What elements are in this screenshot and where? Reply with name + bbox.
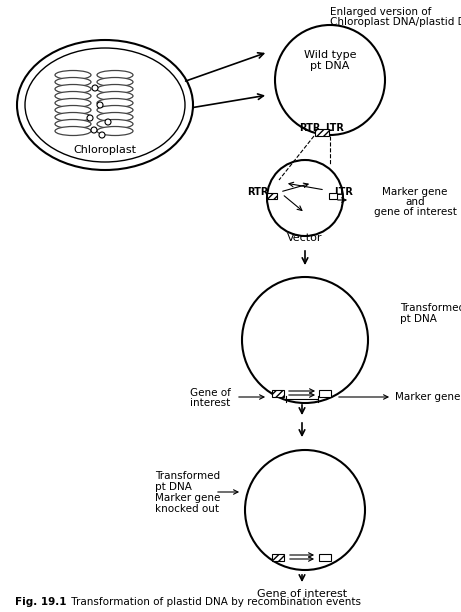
Ellipse shape — [55, 92, 91, 100]
Text: Marker gene: Marker gene — [395, 392, 461, 402]
Text: interest: interest — [190, 398, 230, 408]
Ellipse shape — [97, 105, 133, 114]
Text: Chloroplast: Chloroplast — [73, 145, 136, 155]
Ellipse shape — [55, 119, 91, 129]
Bar — [319, 553, 331, 561]
Text: LTR: LTR — [325, 123, 344, 133]
Text: Gene of interest: Gene of interest — [257, 589, 347, 599]
Text: pt DNA: pt DNA — [400, 314, 437, 324]
Bar — [319, 389, 331, 397]
Ellipse shape — [267, 160, 343, 236]
Text: Vector: Vector — [287, 233, 323, 243]
Text: and: and — [405, 197, 425, 207]
Ellipse shape — [92, 85, 98, 91]
Ellipse shape — [97, 70, 133, 80]
Bar — [272, 389, 284, 397]
Ellipse shape — [97, 119, 133, 129]
Bar — [329, 193, 337, 199]
Ellipse shape — [97, 92, 133, 100]
Ellipse shape — [91, 127, 97, 133]
Ellipse shape — [97, 127, 133, 135]
Ellipse shape — [25, 48, 185, 162]
Text: Gene of: Gene of — [189, 388, 230, 398]
Ellipse shape — [105, 119, 111, 125]
Bar — [315, 129, 329, 135]
Ellipse shape — [242, 277, 368, 403]
Text: RTR: RTR — [247, 187, 269, 197]
Text: Wild type: Wild type — [304, 50, 356, 60]
Ellipse shape — [275, 25, 385, 135]
Text: Fig. 19.1: Fig. 19.1 — [15, 597, 66, 607]
Text: LTR: LTR — [335, 187, 354, 197]
Ellipse shape — [97, 113, 133, 122]
Bar — [272, 553, 284, 561]
Ellipse shape — [55, 99, 91, 108]
Ellipse shape — [97, 84, 133, 94]
Text: pt DNA: pt DNA — [155, 482, 192, 492]
Text: Marker gene: Marker gene — [155, 493, 220, 503]
Text: Transformed: Transformed — [155, 471, 220, 481]
Text: knocked out: knocked out — [155, 504, 219, 514]
Ellipse shape — [97, 99, 133, 108]
Ellipse shape — [87, 115, 93, 121]
Ellipse shape — [55, 105, 91, 114]
Text: RTR: RTR — [299, 123, 321, 133]
Ellipse shape — [99, 132, 105, 138]
Ellipse shape — [55, 127, 91, 135]
Ellipse shape — [55, 113, 91, 122]
Ellipse shape — [97, 102, 103, 108]
Ellipse shape — [55, 84, 91, 94]
Ellipse shape — [97, 78, 133, 86]
Text: Transformed: Transformed — [400, 303, 461, 313]
Text: Transformation of plastid DNA by recombination events: Transformation of plastid DNA by recombi… — [68, 597, 361, 607]
Text: Enlarged version of: Enlarged version of — [330, 7, 431, 17]
Text: gene of interest: gene of interest — [373, 207, 456, 217]
Ellipse shape — [55, 70, 91, 80]
Ellipse shape — [55, 78, 91, 86]
Text: Marker gene: Marker gene — [382, 187, 448, 197]
Ellipse shape — [245, 450, 365, 570]
Text: Chloroplast DNA/plastid DNA (pt DNA): Chloroplast DNA/plastid DNA (pt DNA) — [330, 17, 461, 27]
Bar — [267, 193, 277, 199]
Ellipse shape — [17, 40, 193, 170]
Text: pt DNA: pt DNA — [310, 61, 350, 71]
